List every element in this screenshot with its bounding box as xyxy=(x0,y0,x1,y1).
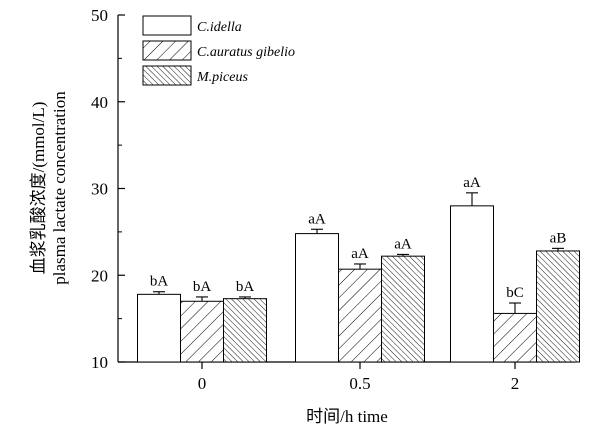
data-label-c-idella-0-5: aA xyxy=(308,211,326,227)
x-tick-label-2: 2 xyxy=(511,374,520,393)
x-tick-label-0-5: 0.5 xyxy=(349,374,370,393)
legend-label-c-idella: C.idella xyxy=(197,20,242,35)
legend-label-c-auratus: C.auratus gibelio xyxy=(197,45,295,60)
x-tick-label-0: 0 xyxy=(198,374,207,393)
legend-swatch-c-idella xyxy=(142,15,192,36)
y-tick-label-50: 50 xyxy=(91,6,108,25)
y-axis-title-line-1: 血浆乳酸浓度/(mmol/L) xyxy=(29,102,48,275)
data-label-m-piceus-0-5: aA xyxy=(394,236,412,252)
data-label-c-auratus-gibelio-0-5: aA xyxy=(351,246,369,262)
x-axis-title: 时间/h time xyxy=(306,407,388,426)
bar-c-auratus-gibelio-2 xyxy=(493,312,537,363)
y-axis-ticks: 10 20 30 40 50 xyxy=(91,6,125,372)
error-bars xyxy=(153,192,564,314)
bar-c-idella-0-5 xyxy=(295,233,339,363)
legend-swatch-m-piceus xyxy=(142,65,192,86)
y-tick-label-30: 30 xyxy=(91,180,108,199)
data-label-m-piceus-2: aB xyxy=(550,230,567,246)
y-tick-label-10: 10 xyxy=(91,353,108,372)
bar-m-piceus-2 xyxy=(536,250,580,363)
bar-m-piceus-0 xyxy=(223,298,267,363)
data-label-c-idella-2: aA xyxy=(463,175,481,191)
legend: C.idella C.auratus gibelio M.piceus xyxy=(142,15,295,86)
x-axis-ticks: 0 0.5 2 xyxy=(198,362,520,393)
data-label-m-piceus-0: bA xyxy=(236,279,255,295)
bar-c-idella-2 xyxy=(450,205,494,363)
y-tick-label-20: 20 xyxy=(91,266,108,285)
data-label-c-auratus-gibelio-2: bC xyxy=(506,285,524,301)
bar-m-piceus-0-5 xyxy=(381,255,425,363)
data-labels: bA aA aA bA aA bC bA aA aB xyxy=(150,175,567,301)
legend-swatch-c-auratus xyxy=(142,40,192,61)
y-tick-label-40: 40 xyxy=(91,93,108,112)
y-axis-title-line-2: plasma lactate concentration xyxy=(50,91,69,285)
bar-c-auratus-gibelio-0 xyxy=(180,300,224,363)
data-label-c-auratus-gibelio-0: bA xyxy=(193,279,212,295)
legend-label-m-piceus: M.piceus xyxy=(196,70,248,85)
data-label-c-idella-0: bA xyxy=(150,274,169,290)
bar-c-idella-0 xyxy=(137,293,181,363)
bar-series xyxy=(137,205,580,363)
bar-c-auratus-gibelio-0-5 xyxy=(338,268,382,363)
